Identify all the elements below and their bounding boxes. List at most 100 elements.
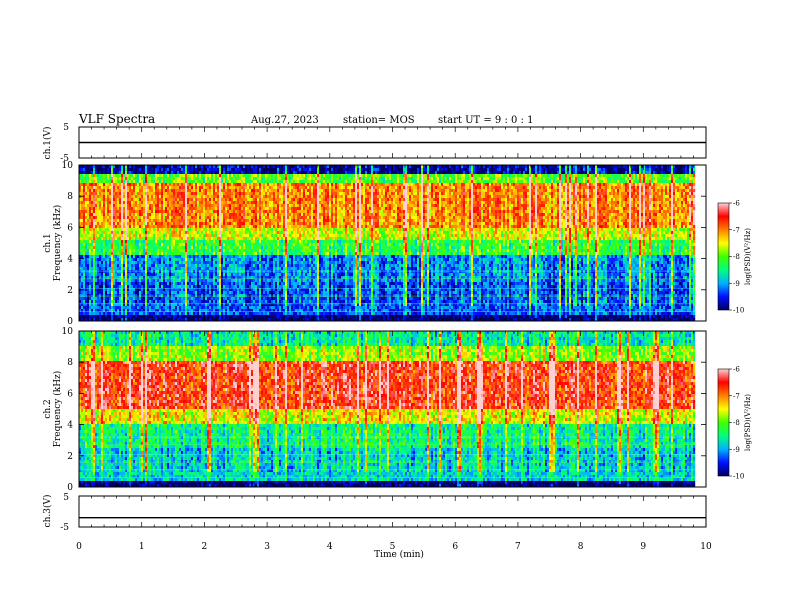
spectrogram-cell (81, 282, 83, 285)
spectrogram-cell (107, 243, 109, 246)
spectrogram-cell (101, 240, 103, 243)
spectrogram-cell (103, 234, 105, 237)
spectrogram-cell (103, 225, 105, 228)
spectrogram-cell (85, 180, 87, 183)
spectrogram-cell (85, 222, 87, 225)
spectrogram-cell (105, 198, 107, 201)
figure-title: VLF Spectra (78, 112, 155, 126)
spectrogram-cell (105, 222, 107, 225)
spectrogram-cell (85, 279, 87, 282)
spectrogram-cell (87, 216, 89, 219)
spectrogram-cell (101, 297, 103, 300)
spectrogram-cell (95, 225, 97, 228)
spectrogram-cell (105, 258, 107, 261)
spectrogram-cell (107, 285, 109, 288)
spectrogram-cell (107, 237, 109, 240)
spectrogram-cell (85, 282, 87, 285)
spectrogram-cell (107, 222, 109, 225)
spectrogram-cell (111, 279, 113, 282)
spectrogram-cell (107, 225, 109, 228)
spectrogram-cell (103, 282, 105, 285)
spectrogram-cell (83, 306, 85, 309)
spectrogram-cell (101, 291, 103, 294)
spectrogram-cell (93, 234, 95, 237)
spectrogram-cell (83, 204, 85, 207)
spectrogram-cell (95, 285, 97, 288)
spectrogram-cell (91, 198, 93, 201)
spectrogram-cell (103, 213, 105, 216)
spectrogram-cell (93, 168, 95, 171)
spectrogram-cell (85, 246, 87, 249)
spectrogram-cell (93, 228, 95, 231)
spectrogram-cell (93, 216, 95, 219)
spectrogram-cell (113, 192, 115, 195)
spectrogram-cell (97, 291, 99, 294)
spectrogram-cell (109, 177, 111, 180)
spectrogram-cell (83, 249, 85, 252)
spectrogram-cell (81, 240, 83, 243)
spectrogram-cell (83, 297, 85, 300)
spectrogram-cell (107, 255, 109, 258)
spectrogram-cell (93, 222, 95, 225)
spectrogram-cell (99, 279, 101, 282)
spectrogram-cell (105, 213, 107, 216)
spectrogram-cell (99, 315, 101, 318)
spectrogram-cell (97, 219, 99, 222)
spectrogram-cell (111, 267, 113, 270)
spectrogram-cell (113, 195, 115, 198)
spectrogram-cell (103, 204, 105, 207)
spectrogram-cell (105, 270, 107, 273)
spectrogram-cell (99, 168, 101, 171)
spectrogram-cell (105, 300, 107, 303)
spectrogram-cell (99, 300, 101, 303)
spectrogram-cell (85, 219, 87, 222)
spectrogram-cell (105, 237, 107, 240)
spectrogram-cell (81, 315, 83, 318)
spectrogram-cell (89, 222, 91, 225)
spectrogram-cell (105, 240, 107, 243)
spectrogram-cell (105, 174, 107, 177)
spectrogram-cell (83, 195, 85, 198)
spectrogram-cell (105, 195, 107, 198)
spectrogram-cell (87, 201, 89, 204)
spectrogram-cell (109, 168, 111, 171)
spectrogram-cell (91, 210, 93, 213)
spectrogram-cell (103, 258, 105, 261)
spectrogram-cell (93, 246, 95, 249)
spectrogram-cell (103, 207, 105, 210)
spectrogram-cell (105, 312, 107, 315)
spectrogram-cell (99, 234, 101, 237)
spectrogram-cell (85, 312, 87, 315)
spectrogram-cell (103, 264, 105, 267)
spectrogram-cell (81, 246, 83, 249)
spectrogram-cell (105, 315, 107, 318)
spectrogram-cell (105, 252, 107, 255)
spectrogram-cell (101, 171, 103, 174)
spectrogram-cell (93, 249, 95, 252)
spectrogram-cell (111, 258, 113, 261)
spectrogram-cell (97, 177, 99, 180)
spectrogram-cell (83, 237, 85, 240)
spectrogram-cell (111, 207, 113, 210)
spectrogram-cell (101, 270, 103, 273)
spectrogram-cell (87, 210, 89, 213)
spectrogram-cell (89, 282, 91, 285)
spectrogram-cell (103, 168, 105, 171)
spectrogram-cell (99, 195, 101, 198)
spectrogram-cell (81, 174, 83, 177)
spectrogram-cell (85, 237, 87, 240)
spectrogram-cell (97, 267, 99, 270)
spectrogram-cell (95, 255, 97, 258)
spectrogram-cell (87, 273, 89, 276)
spectrogram-cell (87, 207, 89, 210)
spectrogram-cell (89, 258, 91, 261)
spectrogram-cell (99, 270, 101, 273)
spectrogram-cell (107, 300, 109, 303)
spectrogram-cell (103, 261, 105, 264)
spectrogram-cell (103, 300, 105, 303)
spectrogram-cell (111, 261, 113, 264)
spectrogram-cell (109, 294, 111, 297)
spectrogram-cell (113, 219, 115, 222)
spectrogram-cell (111, 231, 113, 234)
spectrogram-cell (99, 186, 101, 189)
